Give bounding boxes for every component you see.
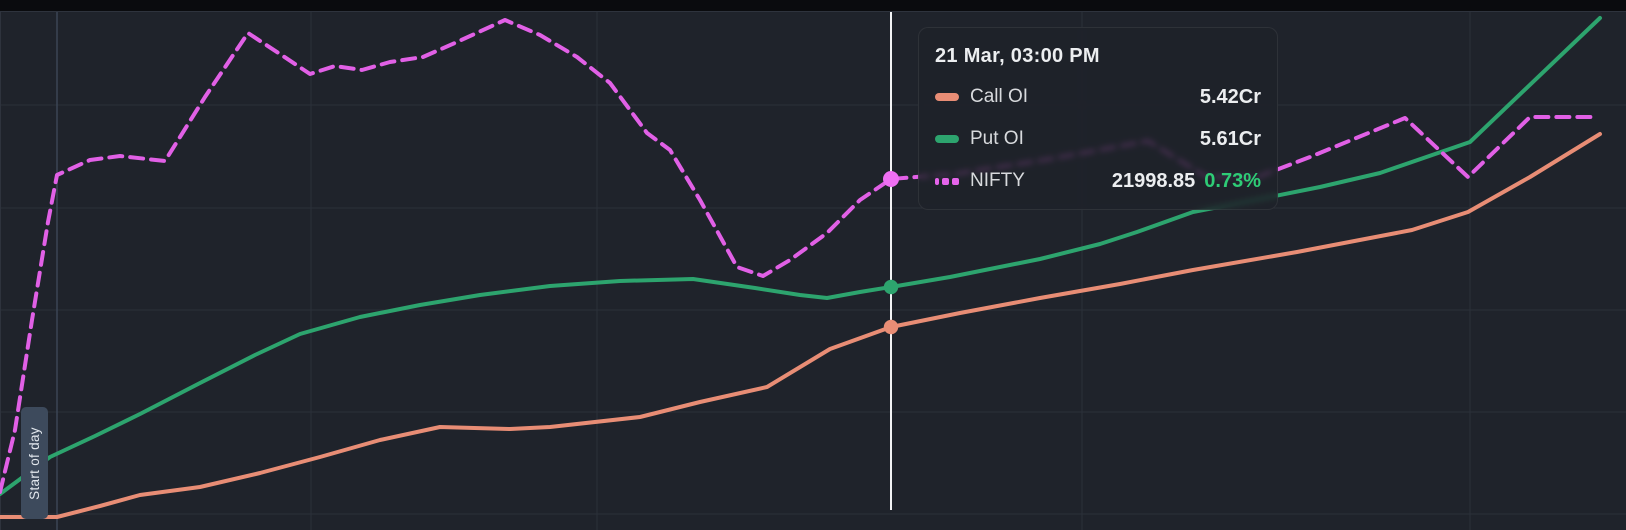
nifty-label: NIFTY [970,170,1025,191]
nifty-change-percent: 0.73% [1204,169,1261,192]
tooltip-row-put-oi: Put OI 5.61Cr [935,118,1261,160]
put-oi-color-swatch-icon [935,135,959,143]
nifty-line [0,18,1595,494]
crosshair-dot-call-oi [883,319,899,335]
nifty-price: 21998.85 [1111,169,1196,192]
put-oi-value: 5.61Cr [1199,127,1261,150]
call-oi-color-swatch-icon [935,93,959,101]
panel-top-strip [0,0,1626,11]
call-oi-value: 5.42Cr [1199,85,1261,108]
tooltip-row-call-oi: Call OI 5.42Cr [935,76,1261,118]
tooltip-row-nifty: NIFTY 21998.85 0.73% [935,160,1261,202]
nifty-value: 21998.85 0.73% [1112,170,1261,193]
crosshair-dot-put-oi [883,279,899,295]
chart-tooltip: 21 Mar, 03:00 PM Call OI 5.42Cr Put OI 5… [918,27,1278,210]
call-oi-line [0,132,1602,519]
call-oi-label: Call OI [970,86,1029,107]
nifty-dashed-swatch-icon [935,177,959,185]
put-oi-label: Put OI [970,128,1024,149]
crosshair-dot-nifty [883,171,899,187]
start-of-day-badge: Start of day [21,407,48,519]
start-of-day-label: Start of day [27,426,43,500]
tooltip-timestamp: 21 Mar, 03:00 PM [935,45,1100,67]
plot-background [0,11,1626,530]
